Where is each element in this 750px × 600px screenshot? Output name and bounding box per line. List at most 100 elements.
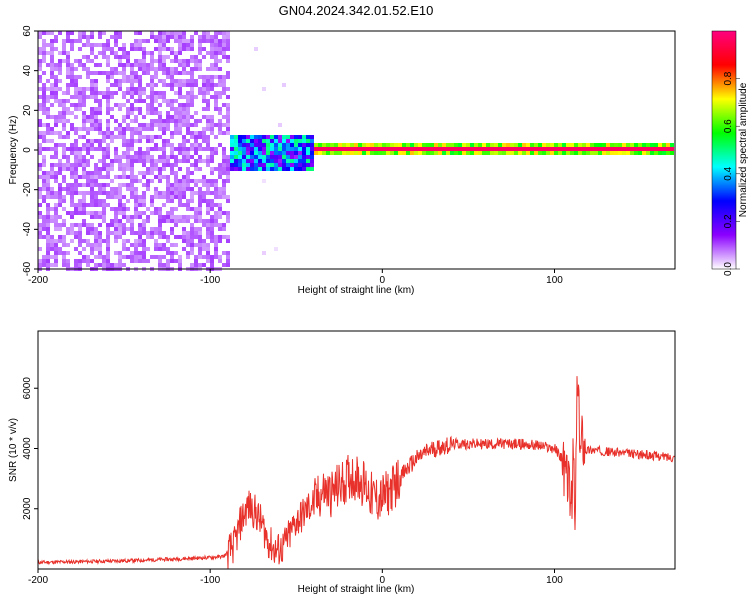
heatmap-cell [194,83,198,87]
heatmap-cell [126,175,130,179]
heatmap-cell [206,87,210,91]
heatmap-cell [98,91,102,95]
heatmap-cell [226,171,230,175]
heatmap-cell [150,79,154,83]
heatmap-cell [230,139,234,143]
heatmap-cell [78,235,82,239]
heatmap-cell [46,219,50,223]
heatmap-cell [210,47,214,51]
heatmap-cell [578,143,582,147]
heatmap-cell [106,259,110,263]
heatmap-cell [146,215,150,219]
heatmap-cell [138,63,142,67]
heatmap-cell [42,103,46,107]
heatmap-cell [106,247,110,251]
heatmap-cell [202,147,206,151]
heatmap-cell [98,71,102,75]
heatmap-cell [82,99,86,103]
heatmap-cell [70,211,74,215]
heatmap-cell [162,231,166,235]
heatmap-cell [82,87,86,91]
heatmap-cell [166,35,170,39]
heatmap-cell [202,255,206,259]
heatmap-cell [642,147,646,151]
heatmap-cell [262,143,266,147]
heatmap-cell [170,103,174,107]
heatmap-cell [166,123,170,127]
heatmap-cell [242,151,246,155]
heatmap-cell [234,147,238,151]
heatmap-cell [162,71,166,75]
heatmap-cell [122,215,126,219]
heatmap-cell [58,99,62,103]
heatmap-cell [194,59,198,63]
heatmap-cell [214,223,218,227]
heatmap-cell [154,71,158,75]
heatmap-cell [354,143,358,147]
heatmap-cell [126,163,130,167]
heatmap-cell [102,31,106,35]
heatmap-cell [166,235,170,239]
heatmap-cell [134,127,138,131]
heatmap-cell [158,211,162,215]
heatmap-cell [118,155,122,159]
heatmap-cell [82,211,86,215]
heatmap-cell [574,151,578,155]
heatmap-cell [46,247,50,251]
heatmap-cell [58,239,62,243]
heatmap-cell [158,31,162,35]
heatmap-cell [138,127,142,131]
heatmap-cell [174,131,178,135]
heatmap-cell [38,107,42,111]
heatmap-cell [226,219,230,223]
heatmap-cell [282,83,286,87]
heatmap-cell [142,99,146,103]
heatmap-cell [298,139,302,143]
heatmap-cell [578,151,582,155]
heatmap-cell [278,147,282,151]
heatmap-cell [210,147,214,151]
heatmap-cell [194,243,198,247]
spectrogram-x-tick-label: -100 [200,275,220,286]
heatmap-cell [518,143,522,147]
heatmap-cell [218,187,222,191]
heatmap-cell [498,143,502,147]
heatmap-cell [146,171,150,175]
heatmap-cell [54,115,58,119]
heatmap-cell [98,243,102,247]
heatmap-cell [42,95,46,99]
heatmap-cell [246,163,250,167]
heatmap-cell [210,43,214,47]
heatmap-cell [226,119,230,123]
heatmap-cell [222,235,226,239]
heatmap-cell [42,175,46,179]
heatmap-cell [290,159,294,163]
heatmap-cell [134,191,138,195]
colorbar-label: Normalized spectral amplitude [738,82,749,217]
heatmap-cell [62,219,66,223]
heatmap-cell [38,167,42,171]
heatmap-cell [218,43,222,47]
heatmap-cell [78,203,82,207]
heatmap-cell [210,67,214,71]
heatmap-cell [166,71,170,75]
heatmap-cell [126,115,130,119]
heatmap-cell [202,35,206,39]
heatmap-cell [222,39,226,43]
heatmap-cell [502,143,506,147]
heatmap-cell [46,207,50,211]
heatmap-cell [58,119,62,123]
heatmap-cell [214,103,218,107]
heatmap-cell [82,203,86,207]
heatmap-cell [218,111,222,115]
heatmap-cell [218,203,222,207]
heatmap-cell [206,203,210,207]
heatmap-cell [90,175,94,179]
heatmap-cell [538,143,542,147]
heatmap-cell [134,211,138,215]
heatmap-cell [62,115,66,119]
heatmap-cell [214,215,218,219]
heatmap-cell [214,255,218,259]
heatmap-cell [42,47,46,51]
heatmap-cell [102,259,106,263]
